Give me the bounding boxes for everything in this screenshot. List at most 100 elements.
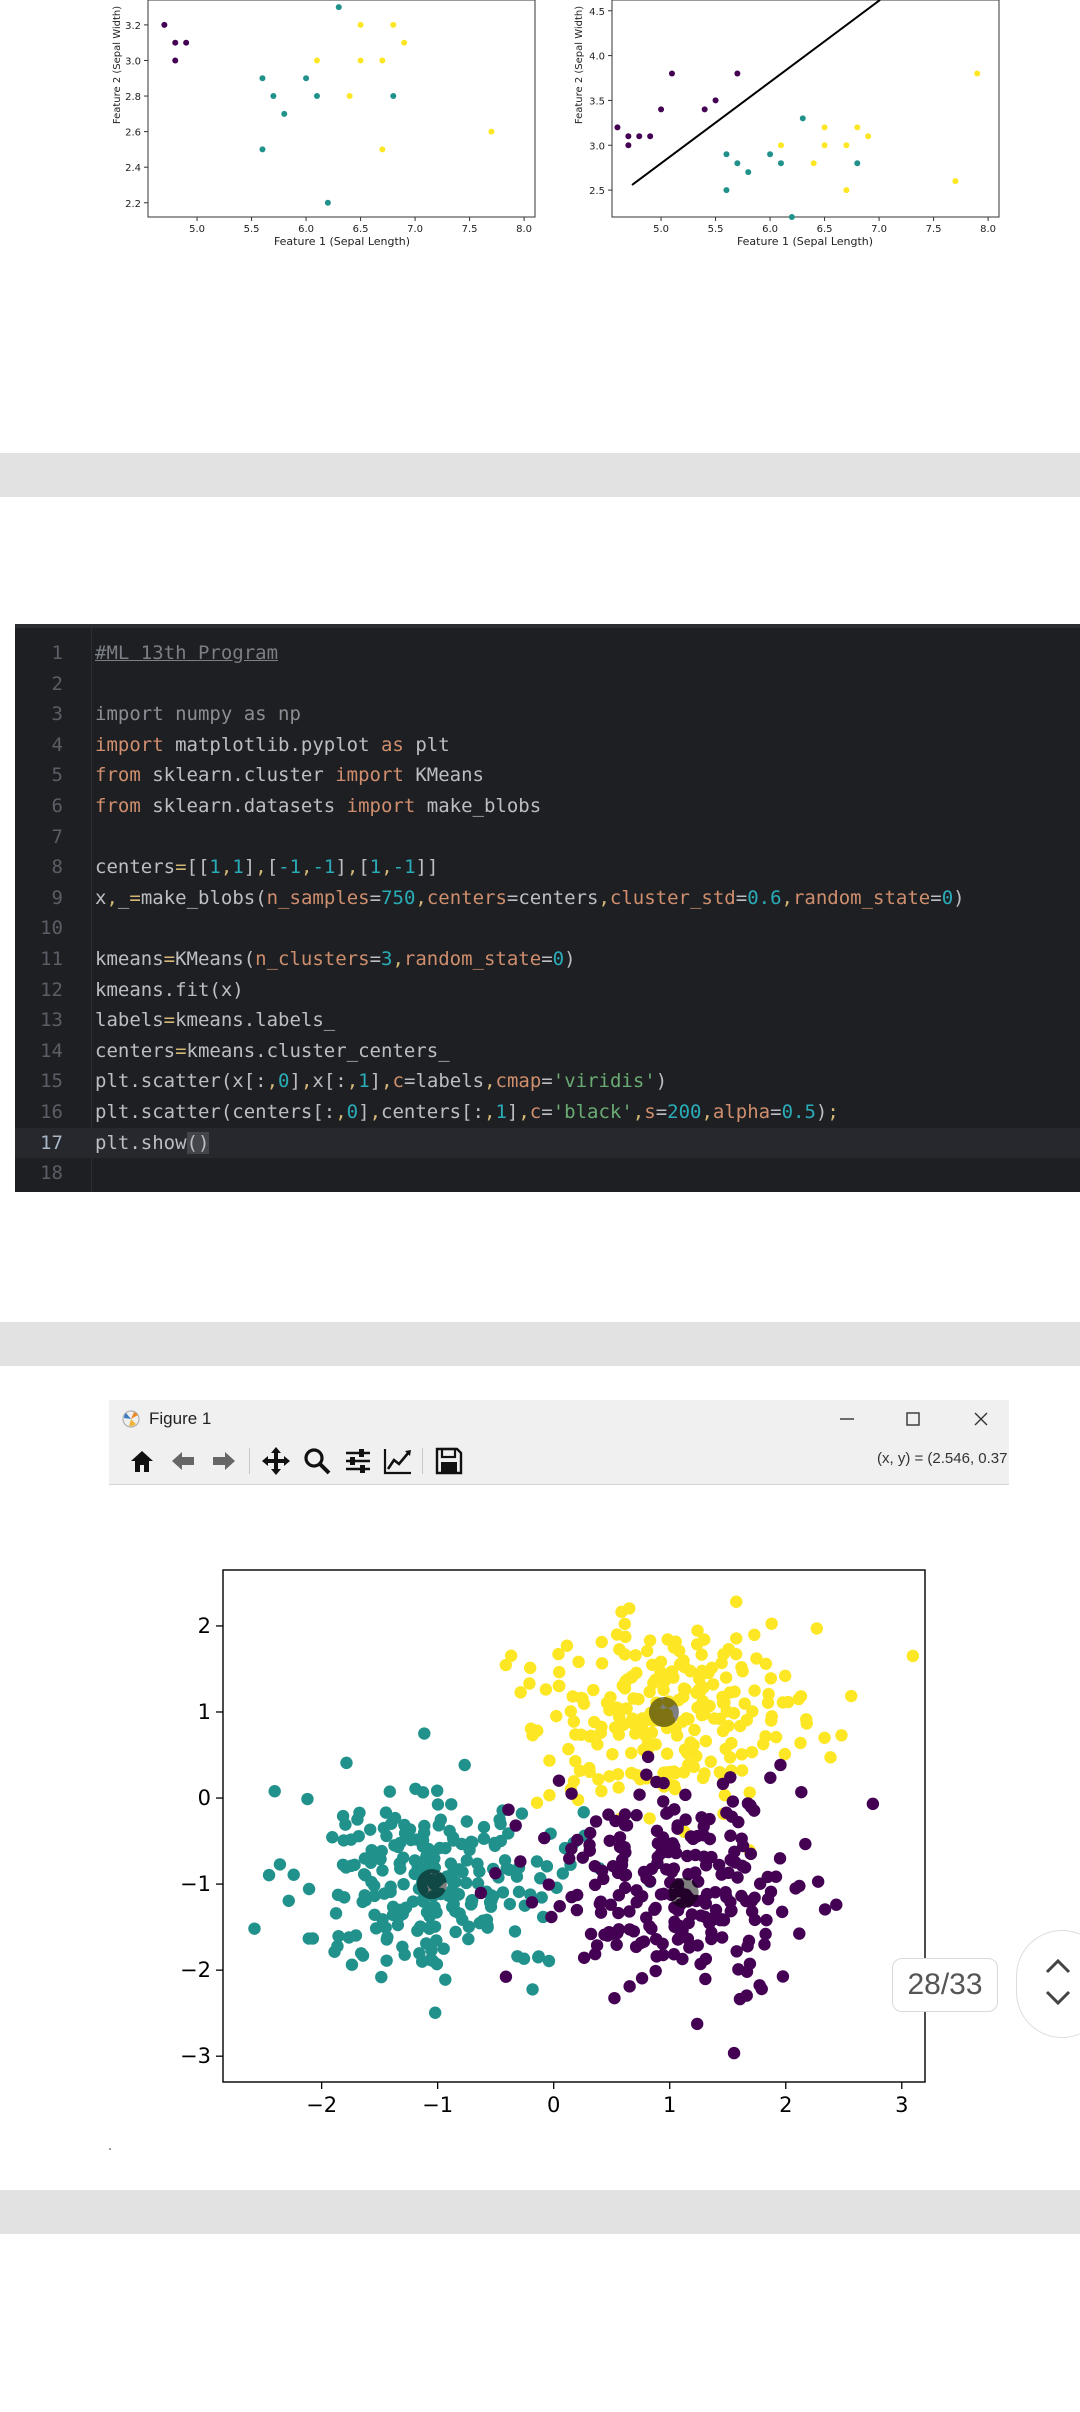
code-line[interactable]: 13 labels=kmeans.labels_ [15,1005,1080,1035]
code-line[interactable]: 18 [15,1158,1080,1188]
zoom-button[interactable] [300,1444,334,1478]
code-token: , [335,1101,347,1123]
code-line[interactable]: 17 plt.show() [15,1127,1080,1158]
cluster-0-point [681,1746,694,1760]
right-plot-point [723,187,730,194]
cluster-2-point [538,1831,551,1845]
code-line[interactable]: 1 #ML 13th Program [15,638,1080,668]
code-line[interactable]: 15 plt.scatter(x[:,0],x[:,1],c=labels,cma… [15,1066,1080,1096]
window-title-bar[interactable]: Figure 1 [109,1400,1009,1438]
cluster-1-point [302,1932,315,1945]
right-plot-point [788,214,795,220]
minimize-icon[interactable] [838,1410,856,1428]
code-token: =centers [506,886,599,909]
code-token: make_blobs [415,795,542,817]
cluster-2-point [830,1898,843,1911]
cluster-0-point [567,1775,581,1788]
home-button[interactable] [125,1444,159,1478]
section-separator [0,1322,1080,1366]
cluster-2-point [697,1850,711,1863]
cluster-0-point [745,1745,759,1759]
cluster-2-point [635,1972,649,1985]
code-line[interactable]: 11 kmeans=KMeans(n_clusters=3,random_stat… [15,944,1080,974]
cluster-2-point [744,1847,758,1861]
code-line[interactable]: 12 kmeans.fit(x) [15,975,1080,1005]
cluster-1-point [444,1857,458,1870]
code-token: , [266,1070,279,1093]
code-line[interactable]: 9 x,_=make_blobs(n_samples=750,centers=ce… [15,883,1080,913]
cluster-0-point [738,1697,751,1710]
figure-window[interactable]: Figure 1 (x, y) = (2.546, 0.3 [109,1400,1009,1485]
cluster-1-point [431,1798,445,1811]
plot-area [222,1569,926,2083]
right-plot-point [843,187,850,194]
cluster-0-point [612,1781,625,1794]
left-plot-point [324,199,331,206]
code-token: -1 [278,856,302,879]
edit-axes-icon [383,1449,411,1475]
right-y-tick-label: 3.0 [589,141,605,152]
right-plot-point [952,178,959,185]
cluster-2-point [695,1811,708,1824]
code-token: KMeans( [175,948,256,970]
cluster-2-point [668,1920,681,1933]
back-arrow-icon [172,1452,194,1470]
section-separator [0,453,1080,497]
back-button[interactable] [166,1444,200,1478]
code-line[interactable]: 4 import matplotlib.pyplot as plt [15,730,1080,760]
pan-button[interactable] [259,1444,293,1478]
page-scroll-control[interactable] [1016,1930,1080,2038]
code-text: plt.scatter(centers[:,0],centers[:,1],c=… [95,1097,839,1127]
cluster-2-point [717,1914,731,1927]
cluster-0-point [715,1656,728,1670]
cluster-0-point [617,1718,630,1731]
right-x-tick-label: 8.0 [980,224,996,235]
cluster-2-point [715,1931,729,1944]
code-token: = [541,1070,553,1093]
right-plot-point [658,106,665,113]
configure-subplots-button[interactable] [341,1444,375,1478]
right-y-tick-label: 2.5 [589,186,605,197]
cluster-0-point [696,1695,709,1708]
forward-button[interactable] [207,1444,241,1478]
cluster-2-point [542,1878,556,1891]
code-line[interactable]: 6 from sklearn.datasets import make_blobs [15,791,1080,821]
cluster-1-point [445,1798,458,1811]
cluster-1-point [477,1832,491,1845]
code-line[interactable]: 2 [15,669,1080,699]
code-line[interactable]: 5 from sklearn.cluster import KMeans [15,760,1080,790]
close-icon[interactable] [972,1410,990,1428]
edit-axes-button[interactable] [381,1444,415,1478]
cluster-1-point [416,1834,430,1847]
save-button[interactable] [432,1444,466,1478]
cluster-0-point [562,1742,575,1756]
right-x-tick-label: 6.5 [817,224,833,235]
maximize-icon[interactable] [904,1410,922,1428]
cluster-2-point [659,1836,672,1850]
cluster-0-point [530,1796,544,1809]
code-line[interactable]: 16 plt.scatter(centers[:,0],centers[:,1],… [15,1097,1080,1127]
cluster-0-point [588,1715,601,1729]
cluster-0-point [824,1751,837,1764]
cluster-1-point [344,1833,358,1846]
code-line[interactable]: 14 centers=kmeans.cluster_centers_ [15,1036,1080,1066]
chevron-down-icon[interactable] [1041,1987,1075,2009]
cluster-0-point [595,1784,608,1798]
code-editor[interactable]: 1 #ML 13th Program 2 3 import numpy as np 4 im… [15,624,1080,1192]
code-line[interactable]: 7 [15,822,1080,852]
cluster-0-point [636,1723,649,1736]
chevron-up-icon[interactable] [1041,1955,1075,1977]
code-line[interactable]: 8 centers=[[1,1],[-1,-1],[1,-1]] [15,852,1080,882]
code-token: cmap [495,1070,542,1093]
cluster-2-point [613,1831,627,1844]
code-line[interactable]: 3 import numpy as np [15,699,1080,729]
code-token: ] [335,856,347,879]
cluster-0-point [564,1705,577,1718]
code-token: = [369,948,382,970]
x-tick-label: 3 [895,2093,908,2117]
code-line[interactable]: 10 [15,913,1080,943]
code-token: as [380,733,404,756]
left-plot-point [172,39,179,46]
code-token: ] [358,1101,370,1123]
code-text: plt.scatter(x[:,0],x[:,1],c=labels,cmap=… [95,1066,667,1096]
